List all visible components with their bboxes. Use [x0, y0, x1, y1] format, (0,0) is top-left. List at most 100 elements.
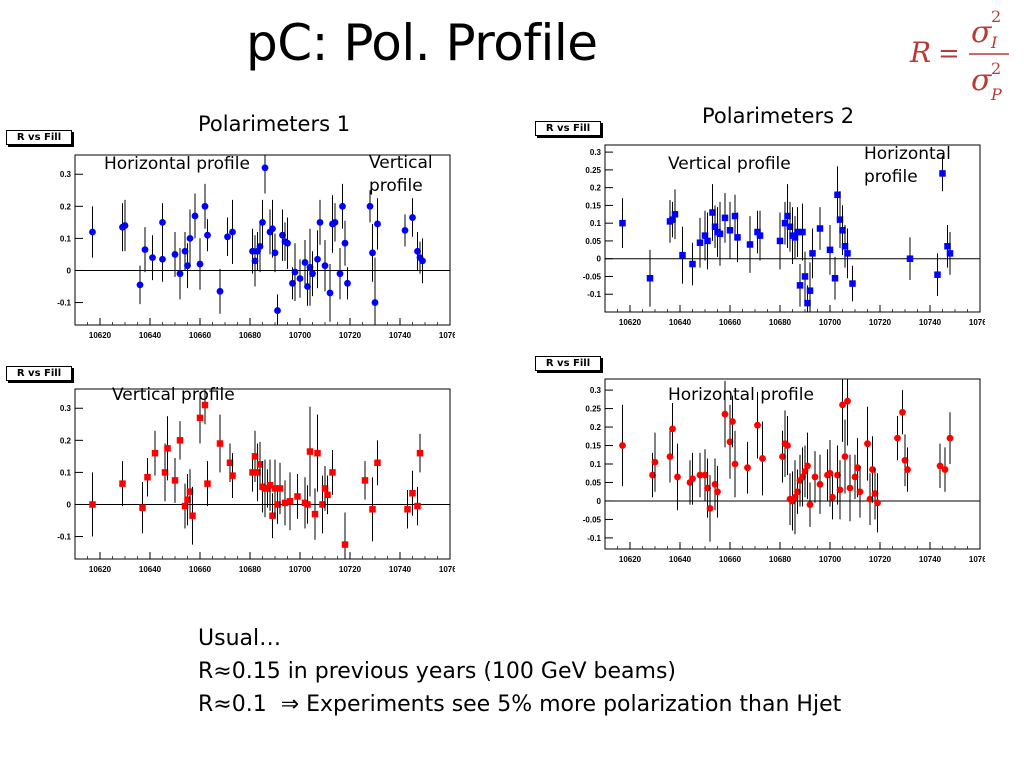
x-tick-label: 10640	[669, 318, 692, 327]
y-tick-label: 0.1	[60, 468, 72, 477]
y-tick-label: 0.25	[585, 405, 601, 414]
data-point	[946, 434, 954, 442]
x-tick-label: 10720	[339, 565, 362, 574]
data-point	[714, 488, 721, 496]
data-point	[304, 283, 311, 290]
formula-num: σ	[971, 15, 993, 50]
data-point	[864, 440, 871, 448]
data-point	[696, 239, 704, 246]
plot4-r-vs-fill-red-circles: 10620 10640 10660 10680 10700 10720 10740 10760…	[583, 378, 985, 564]
data-point	[839, 401, 846, 409]
data-point	[261, 164, 269, 172]
data-point	[899, 408, 906, 416]
data-point	[269, 512, 276, 519]
formula-den-sub: P	[990, 85, 1002, 104]
data-point	[204, 231, 211, 239]
x-tick-label: 10720	[869, 555, 892, 564]
formula-num-sub: I	[990, 33, 998, 52]
data-point	[806, 501, 814, 509]
formula-equals: =	[938, 39, 960, 69]
plot2-r-vs-fill-blue-squares: 10620 10640 10660 10680 10700 10720 10740 10760…	[583, 144, 985, 327]
data-point	[869, 466, 876, 473]
slide-notes: Usual… R≈0.15 in previous years (100 GeV…	[198, 622, 841, 721]
data-point	[706, 504, 714, 512]
data-point	[786, 223, 794, 230]
data-point	[266, 481, 274, 489]
data-point	[726, 438, 734, 446]
x-tick-label: 10620	[619, 318, 642, 327]
data-point	[946, 250, 954, 257]
data-point	[306, 448, 314, 455]
data-point	[936, 462, 944, 470]
data-point	[846, 484, 854, 492]
data-point	[341, 541, 349, 548]
data-point	[314, 255, 321, 263]
data-point	[249, 247, 256, 255]
data-point	[191, 212, 199, 220]
x-tick-label: 10680	[769, 555, 792, 564]
data-point	[874, 499, 881, 507]
y-tick-label: 0	[67, 500, 72, 509]
data-point	[711, 223, 719, 230]
data-point	[309, 270, 316, 278]
note-line-2: R≈0.15 in previous years (100 GeV beams)	[198, 659, 676, 684]
data-point	[701, 471, 709, 479]
data-point	[834, 191, 841, 198]
data-point	[321, 485, 329, 492]
data-point	[826, 246, 834, 254]
data-point	[856, 488, 864, 496]
data-point	[839, 227, 846, 234]
y-tick-label: 0.2	[60, 436, 72, 445]
data-point	[249, 469, 256, 476]
data-point	[216, 287, 224, 295]
data-point	[941, 466, 949, 473]
data-point	[796, 282, 804, 289]
data-point	[651, 458, 659, 466]
data-point	[324, 491, 331, 499]
data-point	[361, 477, 369, 484]
data-point	[289, 279, 296, 287]
data-point	[734, 234, 741, 241]
formula-den-sup: 2	[991, 59, 1001, 78]
data-point	[374, 220, 381, 228]
data-point	[836, 486, 844, 494]
data-point	[679, 251, 686, 259]
data-point	[274, 501, 281, 508]
data-point	[204, 480, 211, 487]
y-tick-label: -0.1	[587, 290, 601, 299]
x-tick-label: 10760	[969, 318, 985, 327]
data-point	[939, 170, 946, 177]
data-point	[836, 216, 844, 223]
data-point	[704, 484, 711, 492]
y-tick-label: 0.05	[585, 237, 601, 246]
data-point	[646, 274, 654, 282]
data-point	[149, 254, 156, 262]
data-point	[781, 219, 789, 227]
data-point	[851, 473, 859, 481]
data-point	[256, 243, 264, 250]
x-tick-label: 10760	[969, 555, 985, 564]
data-point	[894, 434, 901, 442]
data-point	[226, 459, 234, 467]
data-point	[269, 225, 276, 233]
data-point	[806, 287, 814, 294]
slide-title: pC: Pol. Profile	[246, 14, 598, 72]
y-tick-label: 0.1	[590, 460, 602, 469]
data-point	[754, 228, 761, 236]
data-point	[171, 251, 179, 258]
plot1-title-box: R vs Fill	[6, 130, 72, 145]
x-tick-label: 10660	[719, 555, 742, 564]
data-point	[344, 279, 351, 287]
y-tick-label: -0.1	[57, 299, 71, 308]
y-tick-label: 0.1	[60, 234, 72, 243]
data-point	[871, 490, 879, 497]
data-point	[804, 462, 811, 470]
data-point	[306, 263, 314, 271]
formula-num-sup: 2	[991, 7, 1001, 26]
data-point	[854, 464, 861, 472]
data-point	[816, 480, 824, 488]
data-point	[414, 502, 421, 510]
data-point	[731, 212, 739, 220]
data-point	[826, 469, 834, 477]
y-tick-label: 0	[597, 255, 602, 264]
